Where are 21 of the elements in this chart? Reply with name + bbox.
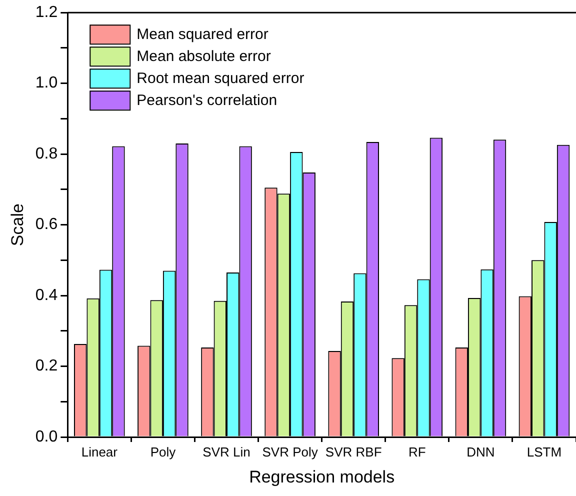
y-tick-label: 1.0 <box>35 74 58 92</box>
x-axis-title: Regression models <box>249 467 395 486</box>
y-tick-label: 0.6 <box>35 216 58 234</box>
y-tick-label: 0.4 <box>35 286 58 304</box>
y-tick-label: 0.2 <box>35 358 58 375</box>
y-tick-label: 0.0 <box>35 428 58 446</box>
y-tick-label: 1.2 <box>35 4 58 22</box>
legend-label: Root mean squared error <box>136 70 304 88</box>
legend-label: Mean squared error <box>136 26 268 44</box>
x-tick-label: DNN <box>466 444 495 460</box>
x-tick-label: RF <box>408 444 426 460</box>
x-tick-label: SVR Poly <box>262 444 318 460</box>
x-tick-label: Poly <box>150 444 176 460</box>
y-axis-title: Scale <box>8 204 27 246</box>
x-tick-label: SVR RBF <box>325 444 382 460</box>
legend-label: Mean absolute error <box>136 48 271 66</box>
x-tick-label: SVR Lin <box>202 444 250 460</box>
legend-label: Pearson's correlation <box>136 92 278 110</box>
x-tick-label: Linear <box>81 444 118 460</box>
x-tick-label: LSTM <box>526 444 562 460</box>
y-tick-label: 0.8 <box>35 145 58 162</box>
